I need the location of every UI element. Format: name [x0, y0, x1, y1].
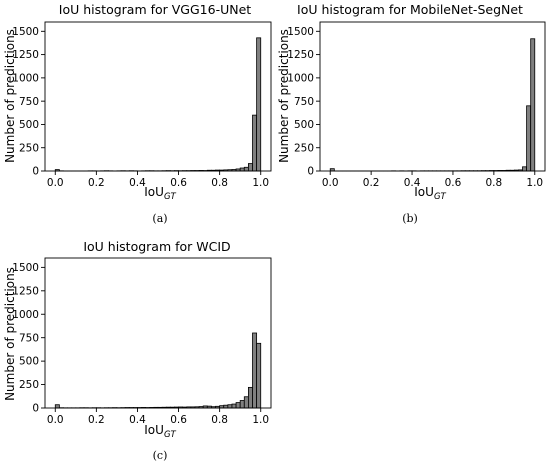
x-axis-label: IoUGT — [414, 185, 446, 202]
x-axis-label: IoUGT — [144, 185, 176, 202]
x-tick-label: 0.0 — [47, 177, 64, 189]
histogram-bar — [530, 38, 536, 172]
y-tick-label: 250 — [19, 379, 39, 391]
x-tick-label: 1.0 — [252, 177, 269, 189]
x-tick-label: 0.4 — [404, 177, 421, 189]
y-tick-label: 1000 — [12, 309, 39, 321]
plot-area: 0.0 0.2 0.4 0.6 0.8 1.0 0 250 500 750 1000 1250 1500 — [12, 21, 272, 189]
axes-frame — [319, 21, 546, 172]
y-tick-label: 250 — [294, 142, 314, 154]
y-tick-label: 0 — [307, 166, 314, 178]
x-tick-label: 0.2 — [88, 177, 105, 189]
y-tick-label: 250 — [19, 142, 39, 154]
chart-panel-c: IoU histogram for WCID 0.0 0.2 0.4 0.6 0.8 1.… — [3, 239, 272, 462]
histogram-bar — [231, 403, 237, 409]
axes-frame — [44, 21, 272, 172]
caption-c: (c) — [153, 449, 168, 462]
histogram-bar — [252, 114, 258, 172]
plot-area: 0.0 0.2 0.4 0.6 0.8 1.0 0 250 500 750 1000 1250 1500 — [12, 257, 272, 426]
x-tick-label: 0.8 — [486, 177, 503, 189]
histogram-bar — [256, 37, 262, 172]
x-tick-label: 1.0 — [526, 177, 543, 189]
histogram-bar — [256, 342, 262, 409]
y-tick-label: 1000 — [287, 72, 314, 84]
histogram-bar — [522, 166, 527, 172]
chart-title: IoU histogram for WCID — [83, 239, 230, 254]
chart-panel-b: IoU histogram for MobileNet-SegNet 0.0 0.… — [277, 2, 546, 225]
x-tick-label: 0.0 — [322, 177, 339, 189]
caption-b: (b) — [402, 212, 418, 225]
y-axis-label: Number of predictions — [277, 29, 291, 163]
chart-title: IoU histogram for MobileNet-SegNet — [297, 2, 523, 17]
histogram-bar — [243, 166, 249, 172]
y-tick-label: 750 — [19, 96, 39, 108]
histogram-bar — [247, 163, 253, 172]
histogram-bar — [243, 396, 249, 409]
x-tick-label: 0.4 — [129, 414, 146, 426]
y-axis-label: Number of predictions — [3, 29, 17, 163]
x-tick-label: 0.0 — [47, 414, 64, 426]
caption-a: (a) — [152, 212, 167, 225]
x-tick-label: 0.2 — [363, 177, 380, 189]
y-tick-label: 500 — [294, 119, 314, 131]
y-tick-label: 1500 — [12, 26, 39, 38]
y-tick-label: 0 — [32, 403, 39, 415]
chart-panel-a: IoU histogram for VGG16-UNet 0.0 0.2 0.4 0.… — [3, 2, 272, 225]
x-tick-label: 1.0 — [252, 414, 269, 426]
y-tick-label: 1250 — [12, 49, 39, 61]
y-tick-label: 1250 — [12, 285, 39, 297]
histogram-bar — [235, 402, 241, 409]
y-tick-label: 750 — [294, 96, 314, 108]
histogram-bar — [252, 332, 258, 409]
x-tick-label: 0.6 — [170, 177, 187, 189]
x-tick-label: 0.8 — [211, 177, 228, 189]
x-axis-label: IoUGT — [144, 423, 176, 440]
y-tick-label: 500 — [19, 119, 39, 131]
histogram-bar — [239, 400, 245, 409]
y-tick-label: 500 — [19, 356, 39, 368]
plot-area: 0.0 0.2 0.4 0.6 0.8 1.0 0 250 500 750 1000 1250 1500 — [287, 21, 546, 189]
x-tick-label: 0.6 — [170, 414, 187, 426]
x-tick-label: 0.6 — [445, 177, 462, 189]
x-tick-label: 0.8 — [211, 414, 228, 426]
axes-frame — [44, 257, 272, 409]
x-tick-label: 0.2 — [88, 414, 105, 426]
chart-title: IoU histogram for VGG16-UNet — [59, 2, 251, 17]
histogram-bar — [247, 386, 253, 409]
x-tick-label: 0.4 — [129, 177, 146, 189]
y-tick-label: 750 — [19, 332, 39, 344]
y-tick-label: 1000 — [12, 72, 39, 84]
y-tick-label: 0 — [32, 166, 39, 178]
histogram-bar — [227, 404, 233, 409]
histogram-bar — [526, 105, 532, 172]
y-tick-label: 1250 — [287, 49, 314, 61]
y-tick-label: 1500 — [12, 262, 39, 274]
y-tick-label: 1500 — [287, 26, 314, 38]
histogram-bar — [54, 404, 60, 409]
y-axis-label: Number of predictions — [3, 267, 17, 401]
